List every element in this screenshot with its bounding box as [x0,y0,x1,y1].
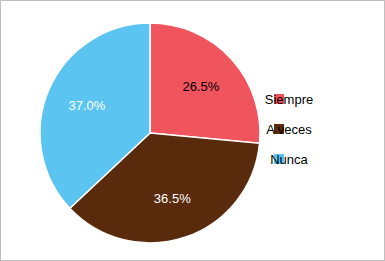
svg-text:Siempre: Siempre [265,92,313,107]
svg-text:36.5%: 36.5% [154,191,191,206]
svg-text:A veces: A veces [266,122,312,137]
svg-text:Nunca: Nunca [270,152,308,167]
svg-text:37.0%: 37.0% [68,98,105,113]
svg-text:26.5%: 26.5% [182,79,219,94]
